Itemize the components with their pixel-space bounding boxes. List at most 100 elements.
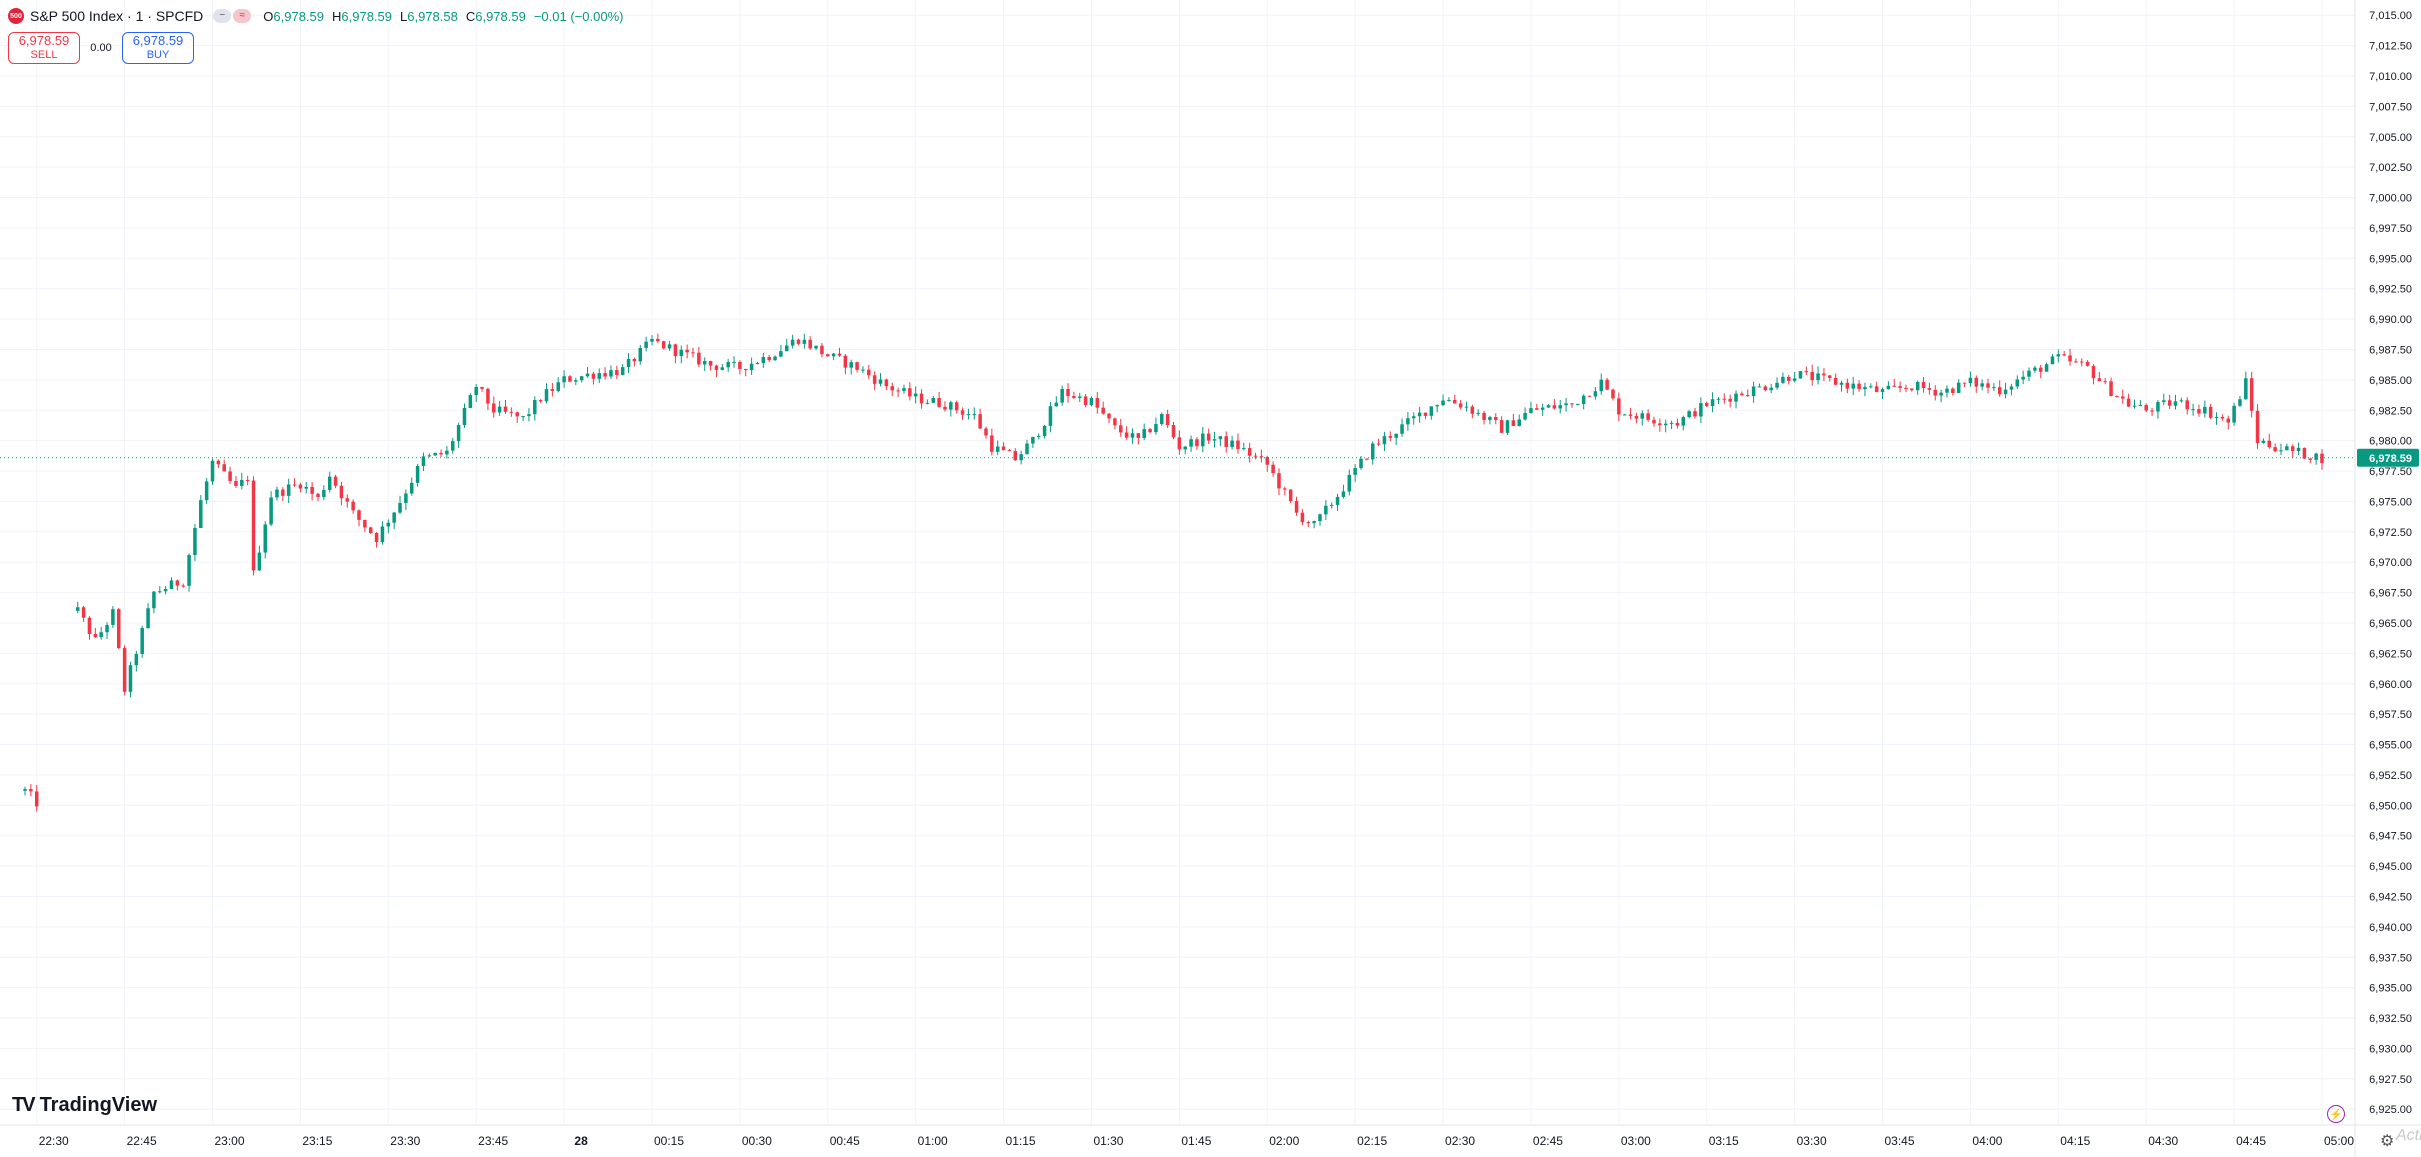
candle-body <box>292 484 297 486</box>
candle <box>2062 350 2066 357</box>
candle-body <box>902 388 906 391</box>
candle <box>492 396 496 418</box>
candle <box>656 333 660 344</box>
candle <box>1904 384 1908 393</box>
candle-body <box>1394 433 1398 438</box>
candle <box>1863 382 1867 397</box>
candle-body <box>1570 403 1574 405</box>
candle <box>1798 371 1803 379</box>
candle <box>146 603 150 629</box>
y-tick-label: 6,982.50 <box>2369 405 2412 417</box>
candle-body <box>1242 448 1246 450</box>
candle <box>2044 362 2049 372</box>
candle-body <box>2197 409 2201 414</box>
candle-body <box>1013 451 1018 461</box>
candle <box>1160 412 1164 427</box>
y-tick-label: 7,000.00 <box>2369 193 2412 205</box>
candle-body <box>1576 403 1580 405</box>
candle <box>995 440 1000 456</box>
candle-body <box>972 414 977 416</box>
candle-body <box>2132 405 2137 407</box>
candle <box>1898 381 1902 393</box>
y-tick-label: 6,977.50 <box>2369 466 2412 478</box>
candle <box>368 526 373 534</box>
candle <box>468 393 473 409</box>
candle-body <box>1869 386 1873 388</box>
candle-body <box>1007 450 1012 452</box>
candle <box>1224 431 1228 453</box>
candle-body <box>1775 382 1779 388</box>
candle <box>2003 382 2008 399</box>
candle <box>1599 373 1604 395</box>
candle <box>667 340 672 351</box>
candle-body <box>1148 429 1152 433</box>
ohlc-open-label: O <box>263 8 274 24</box>
market-closed-icon[interactable]: ≈ <box>233 9 252 23</box>
lightning-icon[interactable]: ⚡ <box>2327 1105 2345 1123</box>
candle-body <box>1329 504 1334 506</box>
candle <box>1365 458 1369 461</box>
candle <box>1329 502 1334 509</box>
candle <box>1400 418 1404 437</box>
candle-body <box>1130 433 1135 438</box>
candle-body <box>158 591 162 593</box>
y-tick-label: 6,952.50 <box>2369 770 2412 782</box>
y-tick-label: 6,990.00 <box>2369 314 2412 326</box>
candle-body <box>620 367 625 376</box>
candle <box>954 400 959 414</box>
price-axis-panel[interactable] <box>2355 0 2421 1157</box>
candle-body <box>427 455 432 457</box>
candle-body <box>1429 406 1434 416</box>
candle <box>632 357 637 367</box>
candle <box>392 511 396 530</box>
candle-body <box>1740 393 1744 396</box>
minus-icon[interactable]: − <box>213 9 232 23</box>
candle-body <box>2079 361 2084 363</box>
candle <box>1740 391 1744 397</box>
candle <box>1968 371 1973 387</box>
candle <box>884 378 889 391</box>
candle <box>609 365 613 379</box>
candle-body <box>867 369 871 376</box>
candle <box>937 391 941 409</box>
candle <box>1787 374 1791 385</box>
spread-value: 0.00 <box>90 42 112 54</box>
candle <box>298 482 303 493</box>
candle-body <box>105 624 109 633</box>
candle-body <box>656 338 660 342</box>
x-tick-label: 00:45 <box>830 1134 860 1148</box>
candle-body <box>1335 496 1340 505</box>
symbol-title[interactable]: S&P 500 Index · 1 · SPCFD <box>30 8 204 24</box>
candle-body <box>257 552 262 571</box>
candle-body <box>568 376 572 382</box>
candle-body <box>2097 378 2102 382</box>
candle-body <box>1628 414 1633 416</box>
candle <box>943 401 947 412</box>
candle-body <box>1968 377 1973 384</box>
candle <box>796 338 801 346</box>
y-tick-label: 6,945.00 <box>2369 861 2412 873</box>
candle-body <box>357 510 361 520</box>
candle-body <box>1212 439 1217 441</box>
candle <box>1318 513 1322 526</box>
candle <box>826 353 830 357</box>
candle <box>902 384 906 394</box>
tradingview-logo[interactable]: TV TradingView <box>12 1094 157 1117</box>
time-axis[interactable]: 22:30 22:45 23:00 23:15 23:30 23:45 28 00:15 00:… <box>0 1124 2421 1148</box>
candle <box>316 492 320 502</box>
buy-button[interactable]: 6,978.59 BUY <box>122 32 194 64</box>
candle <box>380 521 385 545</box>
gear-icon[interactable]: ⚙ <box>2380 1133 2395 1150</box>
candle-body <box>1206 433 1211 441</box>
candle <box>790 334 795 349</box>
candle-body <box>984 428 988 436</box>
candle-body <box>1804 371 1809 373</box>
legend-status-pill[interactable]: − ≈ <box>213 9 252 23</box>
sell-button[interactable]: 6,978.59 SELL <box>8 32 80 64</box>
price-axis[interactable]: 7,015.00 7,012.50 7,010.00 7,007.50 7,005.00… <box>2354 0 2421 1157</box>
candle <box>2056 349 2061 363</box>
candle-body <box>23 789 27 791</box>
candle-body <box>732 361 736 363</box>
ohlc-close-value: 6,978.59 <box>475 8 526 24</box>
